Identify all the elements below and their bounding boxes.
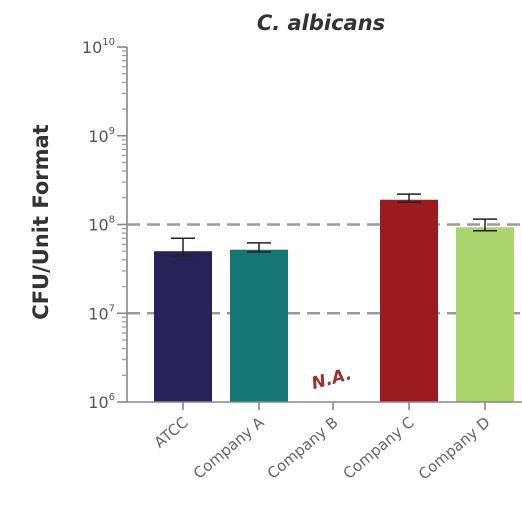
error-bar [397, 193, 421, 204]
chart-title: C. albicans [257, 11, 385, 35]
error-bars [171, 193, 497, 257]
bar [380, 199, 438, 402]
y-tick-label: 1010 [82, 37, 115, 57]
x-tick-label: Company C [340, 413, 418, 482]
x-tick-label: Company B [264, 413, 342, 482]
error-bar [247, 242, 271, 253]
error-bar [171, 237, 195, 257]
error-bar [473, 218, 497, 232]
x-tick-label: ATCC [151, 413, 192, 451]
x-tick-label: Company D [415, 413, 494, 483]
bars [154, 199, 514, 402]
y-axis-label: CFU/Unit Format [29, 124, 53, 319]
x-tick-label: Company A [190, 413, 268, 483]
y-tick-label: 108 [88, 215, 115, 235]
bar [456, 227, 514, 402]
y-tick-label: 109 [88, 126, 115, 146]
y-tick-label: 106 [88, 392, 115, 412]
y-axis: 106 107 108 109 1010 [82, 37, 128, 412]
y-tick-label: 107 [88, 303, 115, 323]
missing-label: N.A. [309, 364, 353, 394]
bar [230, 249, 288, 402]
bar [154, 251, 212, 402]
missing-marks: N.A. [309, 364, 353, 394]
